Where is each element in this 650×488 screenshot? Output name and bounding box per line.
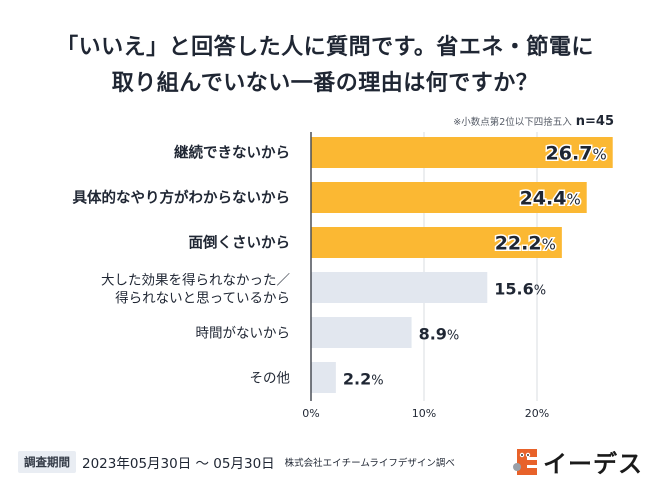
x-tick-label: 10% [412, 407, 436, 420]
value-label: 24.4% [520, 188, 581, 210]
value-label: 2.2% [343, 370, 384, 389]
bar [311, 182, 587, 213]
title-line-2: 取り組んでいない一番の理由は何ですか？ [111, 71, 539, 96]
rounding-note: ※小数点第2位以下四捨五入 [453, 117, 572, 128]
bar [311, 317, 412, 348]
e-des-mascot-icon [513, 448, 537, 475]
x-tick-label: 20% [525, 407, 549, 420]
value-label: 15.6% [494, 280, 546, 299]
category-label: 継続できないから [174, 144, 290, 162]
survey-period: 2023年05月30日 〜 05月30日 [82, 456, 275, 472]
bar [311, 227, 562, 258]
chart-title: 「いいえ」と回答した人に質問です。省エネ・節電に 取り組んでいない一番の理由は何… [0, 30, 650, 102]
x-tick-label: 0% [302, 407, 319, 420]
survey-period-badge: 調査期間 [18, 451, 76, 473]
bar [311, 137, 613, 168]
footer: 調査期間 2023年05月30日 〜 05月30日 株式会社エイチームライフデザ… [18, 451, 455, 473]
logo-text: イーデス [543, 450, 643, 478]
bar-chart: 0% 10% 20% 継続できないから 26.7% 具体的なやり方がわからないから 24.4… [73, 132, 613, 420]
bar [311, 362, 336, 393]
category-label: 面倒くさいから [189, 234, 291, 252]
sample-note: ※小数点第2位以下四捨五入 n=45 [453, 114, 614, 129]
brand-logo: イーデス [513, 444, 643, 479]
value-label: 26.7% [546, 143, 607, 165]
sample-size: n=45 [575, 114, 614, 129]
category-label: その他 [250, 371, 291, 387]
value-label: 22.2% [495, 233, 556, 255]
category-label: 大した効果を得られなかった／得られないと思っているから [101, 272, 290, 307]
survey-source: 株式会社エイチームライフデザイン調べ [284, 458, 455, 469]
bar [311, 272, 488, 303]
title-line-1: 「いいえ」と回答した人に質問です。省エネ・節電に [56, 35, 594, 60]
category-label: 具体的なやり方がわからないから [73, 189, 291, 207]
value-label: 8.9% [419, 325, 460, 344]
category-label: 時間がないから [196, 326, 291, 342]
